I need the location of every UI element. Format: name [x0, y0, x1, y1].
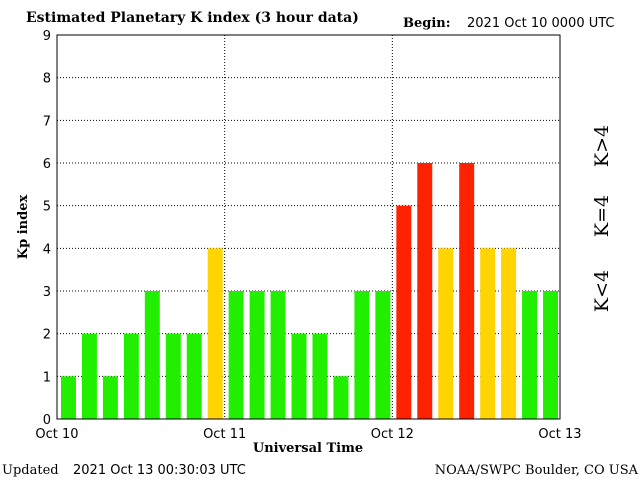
x-tick-label: Oct 11	[203, 427, 246, 442]
kp-bar	[270, 291, 286, 419]
grid-lines	[57, 35, 560, 419]
plot-frame	[56, 34, 561, 420]
kp-bar	[417, 163, 433, 419]
kp-bar	[228, 291, 244, 419]
y-tick-label: 5	[43, 200, 51, 215]
y-tick-label: 0	[43, 413, 51, 428]
y-axis-label: Kp index	[16, 195, 31, 260]
begin-label: Begin:	[403, 16, 451, 31]
updated-label: Updated	[2, 463, 59, 478]
legend-high: K>4	[591, 125, 613, 167]
kp-bar	[543, 291, 558, 419]
bars	[61, 163, 558, 419]
x-tick-label: Oct 10	[35, 427, 78, 442]
kp-bar	[61, 376, 76, 419]
y-ticks: 0 1 2 3 4 5 6 7 8 9	[43, 29, 51, 428]
kp-bar	[102, 376, 118, 419]
kp-bar	[396, 205, 412, 419]
x-tick-label: Oct 13	[538, 427, 581, 442]
y-tick-label: 3	[43, 285, 51, 300]
kp-bar	[333, 376, 349, 419]
legend-mid: K=4	[591, 195, 613, 237]
y-tick-label: 2	[43, 328, 51, 343]
kp-bar	[438, 248, 454, 419]
chart-title: Estimated Planetary K index (3 hour data…	[26, 10, 359, 26]
kp-bar	[375, 291, 391, 419]
y-tick-label: 7	[43, 114, 51, 129]
updated-value: 2021 Oct 13 00:30:03 UTC	[73, 463, 246, 478]
kp-bar	[207, 248, 223, 419]
source-credit: NOAA/SWPC Boulder, CO USA	[435, 463, 639, 478]
kp-bar	[186, 333, 202, 419]
y-tick-label: 8	[43, 72, 51, 87]
legend-low: K<4	[591, 270, 613, 312]
y-tick-label: 4	[43, 242, 51, 257]
kp-bar	[123, 333, 139, 419]
kp-bar	[501, 248, 517, 419]
y-tick-label: 6	[43, 157, 51, 172]
y-tick-label: 9	[43, 29, 51, 44]
kp-bar	[522, 291, 538, 419]
x-ticks: Oct 10 Oct 11 Oct 12 Oct 13	[35, 427, 581, 442]
kp-bar	[459, 163, 475, 419]
kp-bar	[480, 248, 496, 419]
kp-bar	[81, 333, 97, 419]
kp-bar	[144, 291, 160, 419]
kp-bar	[354, 291, 370, 419]
kp-bar	[291, 333, 307, 419]
y-tick-label: 1	[43, 370, 51, 385]
begin-value: 2021 Oct 10 0000 UTC	[467, 16, 615, 31]
kp-bar	[165, 333, 181, 419]
x-tick-label: Oct 12	[371, 427, 414, 442]
kp-bar	[249, 291, 265, 419]
x-axis-label: Universal Time	[253, 441, 363, 456]
kp-bar	[312, 333, 328, 419]
